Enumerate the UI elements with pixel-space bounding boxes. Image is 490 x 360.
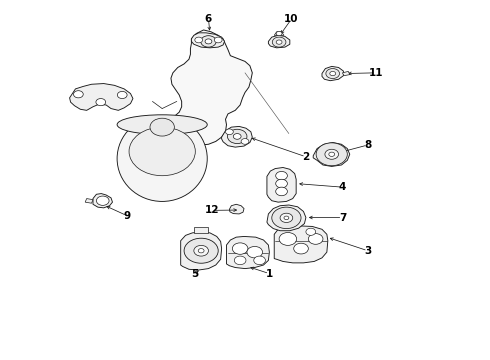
Circle shape	[194, 246, 208, 256]
Circle shape	[195, 37, 202, 43]
Polygon shape	[93, 194, 113, 208]
Polygon shape	[313, 143, 350, 166]
Polygon shape	[274, 32, 284, 35]
Circle shape	[201, 36, 216, 47]
Circle shape	[280, 213, 293, 222]
Text: 10: 10	[284, 14, 298, 24]
Circle shape	[276, 179, 288, 188]
Circle shape	[325, 149, 339, 159]
Ellipse shape	[117, 115, 207, 134]
Circle shape	[74, 91, 83, 98]
Circle shape	[329, 152, 335, 157]
Circle shape	[225, 129, 233, 135]
Circle shape	[241, 139, 249, 144]
Circle shape	[96, 99, 106, 106]
Polygon shape	[70, 84, 133, 111]
Ellipse shape	[117, 116, 207, 202]
Circle shape	[316, 143, 347, 166]
Circle shape	[330, 71, 336, 76]
Text: 12: 12	[205, 205, 220, 215]
Polygon shape	[267, 205, 306, 231]
Circle shape	[150, 118, 174, 136]
Polygon shape	[269, 35, 290, 48]
Circle shape	[184, 238, 218, 263]
Text: 6: 6	[205, 14, 212, 23]
Circle shape	[272, 207, 301, 229]
Polygon shape	[194, 227, 208, 233]
Text: 7: 7	[339, 212, 346, 222]
Polygon shape	[322, 66, 343, 81]
Circle shape	[279, 233, 296, 246]
Circle shape	[214, 37, 222, 43]
Polygon shape	[267, 167, 296, 202]
Circle shape	[129, 127, 196, 176]
Circle shape	[326, 68, 340, 78]
Circle shape	[308, 234, 323, 244]
Circle shape	[97, 196, 109, 205]
Circle shape	[272, 37, 286, 47]
Polygon shape	[170, 30, 252, 145]
Circle shape	[247, 247, 263, 258]
Circle shape	[276, 40, 282, 44]
Circle shape	[276, 187, 288, 196]
Circle shape	[233, 134, 241, 139]
Circle shape	[276, 31, 282, 36]
Polygon shape	[181, 232, 221, 270]
Circle shape	[117, 91, 127, 99]
Polygon shape	[274, 226, 328, 263]
Circle shape	[198, 249, 204, 253]
Text: 4: 4	[339, 182, 346, 192]
Circle shape	[294, 243, 308, 254]
Polygon shape	[85, 199, 93, 203]
Text: 5: 5	[191, 269, 198, 279]
Polygon shape	[226, 237, 270, 269]
Text: 2: 2	[302, 152, 310, 162]
Circle shape	[284, 216, 289, 220]
Polygon shape	[229, 204, 244, 214]
Circle shape	[234, 256, 246, 265]
Polygon shape	[221, 126, 252, 147]
Circle shape	[254, 256, 266, 265]
Circle shape	[227, 129, 247, 144]
Polygon shape	[343, 71, 350, 76]
Text: 11: 11	[368, 68, 383, 78]
Text: 9: 9	[123, 211, 131, 221]
Text: 1: 1	[266, 269, 273, 279]
Circle shape	[306, 228, 316, 235]
Circle shape	[205, 39, 212, 44]
Polygon shape	[192, 33, 224, 48]
Text: 8: 8	[364, 140, 371, 150]
Circle shape	[276, 171, 288, 180]
Circle shape	[232, 243, 248, 254]
Text: 3: 3	[364, 246, 371, 256]
